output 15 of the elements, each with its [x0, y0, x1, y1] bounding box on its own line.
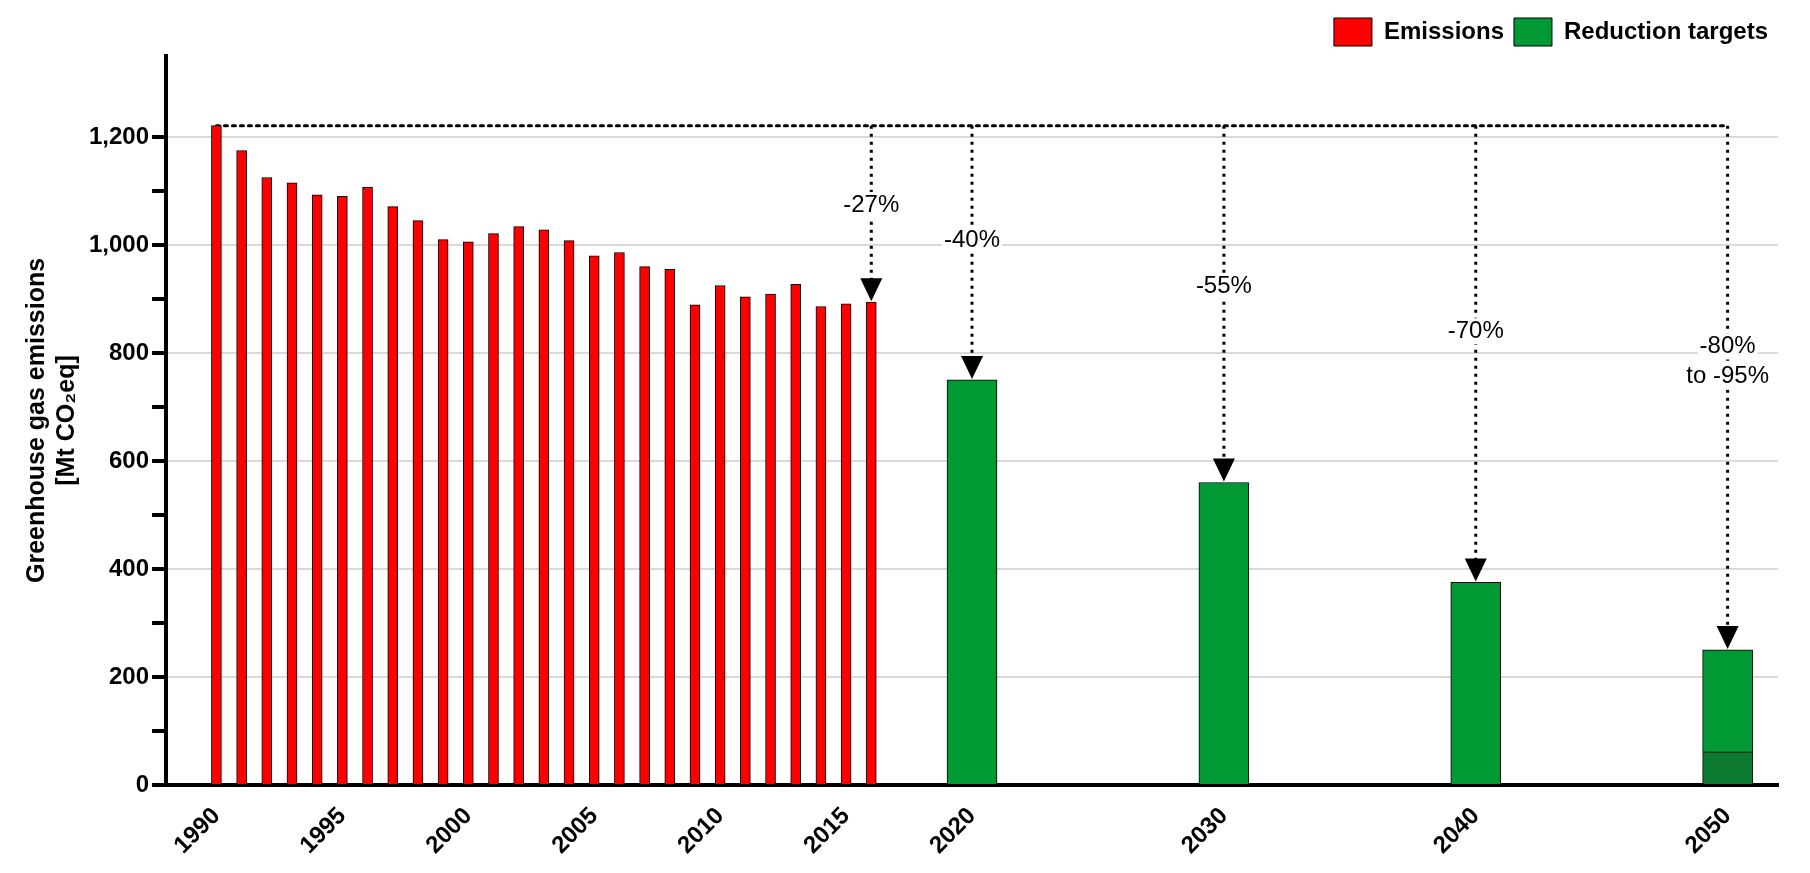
y-tick-label: 1,000 [89, 229, 150, 257]
y-tick-label: 0 [135, 769, 150, 797]
y-tick-label: 800 [109, 337, 150, 365]
annotation: -27% [843, 189, 900, 217]
annotation: -40% [944, 224, 1001, 252]
legend-label: Reduction targets [1563, 16, 1769, 44]
y-tick-label: 400 [109, 553, 150, 581]
annotation: -55% [1195, 270, 1252, 298]
legend-label: Emissions [1383, 16, 1504, 44]
annotation: -80% to -95% [1686, 331, 1769, 389]
y-tick-label: 1,200 [89, 121, 150, 149]
annotation: -70% [1447, 315, 1504, 343]
y-tick-label: 200 [109, 661, 150, 689]
y-axis-title: Greenhouse gas emissions [Mt CO₂eq] [20, 257, 79, 583]
y-tick-label: 600 [109, 445, 150, 473]
